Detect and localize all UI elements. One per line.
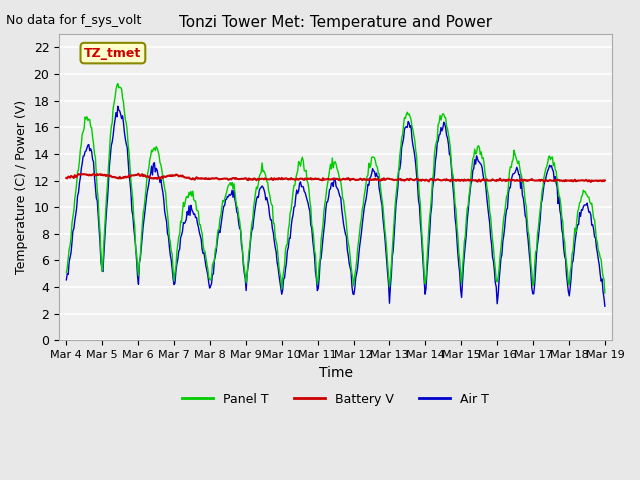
X-axis label: Time: Time (319, 366, 353, 380)
Legend: Panel T, Battery V, Air T: Panel T, Battery V, Air T (177, 388, 494, 411)
Title: Tonzi Tower Met: Temperature and Power: Tonzi Tower Met: Temperature and Power (179, 15, 492, 30)
Text: No data for f_sys_volt: No data for f_sys_volt (6, 14, 142, 27)
Y-axis label: Temperature (C) / Power (V): Temperature (C) / Power (V) (15, 100, 28, 274)
Text: TZ_tmet: TZ_tmet (84, 47, 141, 60)
